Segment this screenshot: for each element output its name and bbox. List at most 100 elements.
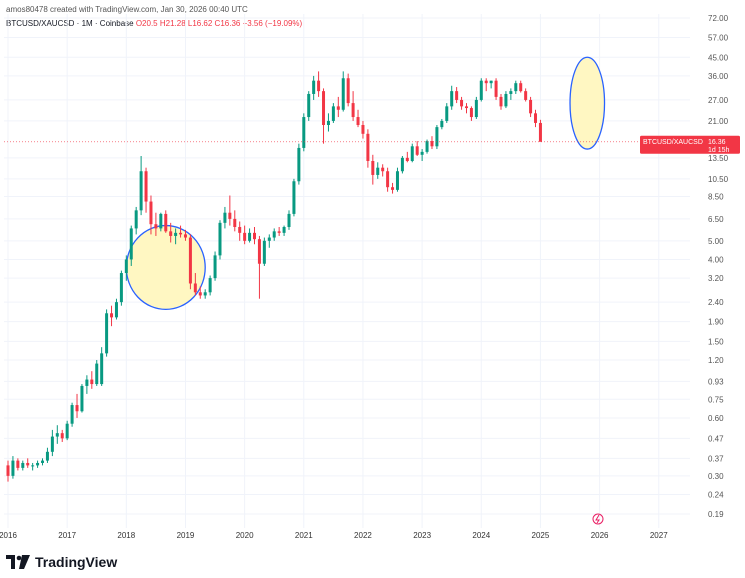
x-axis[interactable]: 2016 2017 2018 2019 2020 2021 2022 2023 2024 2025… — [0, 531, 668, 540]
candle-body — [124, 259, 128, 274]
candle-body — [218, 222, 222, 256]
candle-body — [341, 78, 345, 110]
x-tick-label: 2023 — [413, 531, 431, 540]
tradingview-logo-icon — [6, 555, 30, 569]
y-tick-label: 5.00 — [708, 237, 724, 246]
candle-body — [179, 232, 183, 235]
y-tick-label: 0.37 — [708, 454, 724, 463]
candle-body — [198, 292, 202, 296]
y-tick-label: 3.20 — [708, 274, 724, 283]
candle-body — [55, 433, 59, 437]
x-tick-label: 2024 — [472, 531, 490, 540]
candle-body — [164, 213, 168, 232]
y-tick-label: 6.50 — [708, 215, 724, 224]
candle-body — [16, 460, 20, 468]
x-tick-label: 2017 — [58, 531, 76, 540]
candle-body — [41, 460, 45, 463]
y-tick-label: 0.60 — [708, 414, 724, 423]
candle-body — [534, 113, 538, 123]
candle-body — [292, 181, 296, 214]
candle-body — [287, 213, 291, 227]
candle-body — [60, 433, 64, 439]
candle-body — [489, 80, 493, 84]
y-tick-label: 0.30 — [708, 472, 724, 481]
candle-body — [361, 125, 365, 134]
candle-body — [366, 133, 370, 161]
candle-body — [405, 157, 409, 161]
candle-body — [119, 273, 123, 303]
price-label: BTCUSD/XAUCSD 16.36 1d 15h — [640, 135, 740, 154]
candle-body — [317, 80, 321, 92]
candle-body — [450, 91, 454, 107]
candle-body — [529, 99, 533, 114]
candle-body — [479, 80, 483, 100]
x-tick-label: 2018 — [117, 531, 135, 540]
candle-body — [391, 187, 395, 190]
highlight-layer — [125, 56, 606, 311]
event-marker-icon[interactable] — [592, 513, 604, 525]
y-tick-label: 72.00 — [708, 14, 729, 23]
candle-body — [455, 91, 459, 100]
candle-body — [134, 210, 138, 229]
brand-name: TradingView — [35, 554, 118, 570]
y-tick-label: 10.50 — [708, 175, 729, 184]
candle-body — [312, 80, 316, 94]
highlight-circle — [569, 56, 606, 150]
candle-body — [193, 283, 197, 293]
price-label-value: 16.36 — [708, 139, 726, 146]
candle-body — [484, 80, 488, 84]
candle-body — [26, 462, 30, 466]
x-tick-label: 2020 — [236, 531, 254, 540]
grid — [4, 14, 690, 528]
candle-body — [154, 224, 158, 229]
candle-body — [469, 108, 473, 118]
x-tick-label: 2021 — [295, 531, 313, 540]
x-tick-label: 2016 — [0, 531, 17, 540]
y-tick-label: 8.50 — [708, 192, 724, 201]
candle-body — [213, 255, 217, 279]
x-tick-label: 2026 — [591, 531, 609, 540]
x-tick-label: 2022 — [354, 531, 372, 540]
candle-body — [114, 302, 118, 318]
candle-body — [420, 151, 424, 155]
candle-body — [445, 106, 449, 121]
y-tick-label: 1.20 — [708, 356, 724, 365]
candle-body — [509, 91, 513, 94]
candle-body — [371, 160, 375, 175]
tradingview-logo[interactable]: TradingView — [6, 553, 117, 571]
candle-body — [248, 232, 252, 241]
candle-body — [272, 231, 276, 238]
candle-body — [494, 80, 498, 97]
symbol-info: BTCUSD/XAUCSD · 1M · Coinbase O20.5 H21.… — [6, 19, 302, 28]
candle-body — [50, 436, 54, 452]
candle-body — [75, 405, 79, 412]
y-axis[interactable]: 72.00 57.00 45.00 36.00 27.00 21.00 13.50 10.50… — [708, 14, 729, 519]
candle-body — [376, 167, 380, 175]
x-tick-label: 2027 — [650, 531, 668, 540]
candle-body — [85, 379, 89, 386]
x-tick-label: 2025 — [532, 531, 550, 540]
y-tick-label: 0.24 — [708, 490, 724, 499]
price-label-countdown: 1d 15h — [708, 147, 730, 154]
y-tick-label: 1.50 — [708, 337, 724, 346]
candle-body — [307, 93, 311, 118]
candle-body — [336, 106, 340, 110]
candle-body — [395, 171, 399, 190]
candle-body — [277, 231, 281, 233]
candle-body — [100, 353, 104, 385]
y-tick-label: 36.00 — [708, 72, 729, 81]
candle-body — [499, 96, 503, 107]
candle-body — [31, 465, 35, 467]
symbol-label: BTCUSD/XAUCSD · 1M · Coinbase — [6, 19, 134, 28]
candle-body — [11, 460, 15, 476]
candle-body — [538, 122, 542, 142]
candle-body — [238, 226, 242, 233]
candle-body — [203, 292, 207, 296]
candle-body — [144, 171, 148, 202]
candle-body — [430, 141, 434, 147]
candle-body — [208, 278, 212, 293]
price-label-name: BTCUSD/XAUCSD — [643, 139, 703, 146]
candle-body — [6, 465, 10, 476]
candle-body — [524, 91, 528, 100]
